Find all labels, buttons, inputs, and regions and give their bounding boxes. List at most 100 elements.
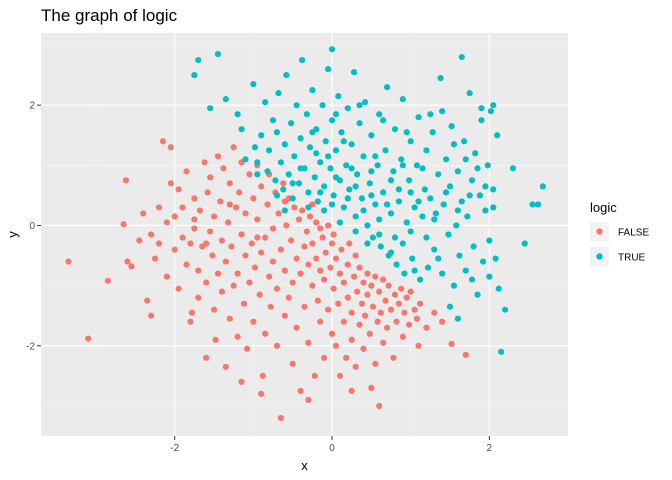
data-point-true	[325, 153, 332, 160]
data-point-true	[273, 129, 281, 136]
y-tick-label: -2	[26, 341, 35, 352]
data-point-true	[411, 267, 418, 274]
data-point-false	[325, 306, 332, 313]
data-point-false	[303, 228, 310, 235]
data-point-false	[346, 240, 353, 247]
data-point-true	[439, 108, 446, 115]
data-point-true	[429, 129, 436, 136]
data-point-true	[454, 207, 461, 214]
data-point-false	[210, 306, 218, 313]
data-point-false	[382, 297, 389, 304]
data-point-false	[238, 231, 245, 238]
data-point-false	[191, 216, 198, 223]
data-point-true	[415, 198, 422, 205]
data-point-false	[155, 204, 163, 211]
data-point-true	[435, 255, 442, 262]
data-point-false	[207, 174, 214, 181]
data-point-false	[264, 201, 271, 208]
data-point-false	[360, 279, 367, 286]
data-point-false	[314, 297, 321, 304]
data-point-false	[350, 273, 358, 280]
data-point-false	[128, 263, 135, 270]
data-point-true	[352, 183, 359, 190]
data-point-false	[338, 246, 345, 253]
data-point-false	[327, 264, 334, 271]
data-point-false	[368, 282, 375, 289]
data-point-true	[321, 207, 328, 214]
data-point-false	[360, 345, 367, 352]
data-point-true	[407, 189, 414, 196]
data-point-true	[427, 195, 434, 202]
data-point-true	[484, 162, 491, 169]
data-point-true	[317, 189, 324, 196]
data-point-true	[450, 141, 458, 148]
data-point-true	[490, 102, 497, 109]
data-point-false	[301, 303, 308, 310]
data-point-false	[313, 219, 320, 226]
data-point-false	[293, 255, 300, 262]
data-point-false	[242, 210, 249, 217]
data-point-true	[462, 267, 469, 274]
data-point-false	[340, 279, 347, 286]
data-point-false	[262, 330, 269, 337]
data-point-true	[368, 132, 375, 139]
data-point-true	[305, 189, 312, 196]
data-point-true	[343, 162, 350, 169]
data-point-true	[281, 207, 288, 214]
data-point-false	[385, 282, 392, 289]
data-point-true	[494, 132, 501, 139]
data-point-false	[415, 342, 422, 349]
legend-marker-true	[596, 253, 603, 260]
data-point-false	[195, 267, 202, 274]
data-point-false	[380, 276, 387, 283]
data-point-false	[283, 222, 290, 229]
y-axis-title: y	[5, 231, 20, 238]
data-point-true	[303, 111, 310, 118]
data-point-true	[364, 222, 371, 229]
data-point-true	[214, 50, 222, 58]
data-point-true	[450, 282, 458, 289]
data-point-false	[332, 342, 340, 349]
data-point-true	[330, 192, 337, 199]
data-point-false	[217, 198, 224, 205]
data-point-false	[267, 303, 274, 310]
data-point-false	[238, 378, 245, 385]
data-point-false	[183, 261, 190, 268]
data-point-true	[407, 228, 414, 235]
data-point-false	[104, 277, 111, 284]
data-point-false	[321, 354, 328, 361]
data-point-true	[338, 129, 345, 136]
data-point-false	[226, 201, 233, 208]
data-point-true	[380, 189, 387, 196]
data-point-false	[226, 180, 233, 187]
data-point-true	[325, 65, 332, 73]
data-point-false	[179, 204, 186, 211]
data-point-false	[159, 138, 167, 145]
data-point-true	[427, 111, 434, 118]
data-point-true	[448, 123, 455, 130]
data-point-false	[140, 210, 147, 217]
data-point-true	[501, 306, 509, 313]
data-point-false	[330, 285, 337, 292]
data-point-true	[403, 219, 410, 226]
data-point-true	[395, 198, 402, 205]
data-point-false	[317, 225, 324, 232]
data-point-false	[343, 354, 350, 361]
data-point-false	[258, 249, 265, 256]
data-point-true	[348, 141, 355, 148]
data-point-true	[277, 159, 284, 166]
data-point-false	[209, 252, 216, 259]
data-point-false	[377, 309, 384, 316]
data-point-false	[188, 309, 196, 316]
data-point-false	[195, 294, 202, 301]
data-point-false	[297, 270, 304, 277]
data-point-false	[256, 291, 263, 298]
data-point-true	[368, 192, 375, 199]
data-point-true	[297, 165, 304, 172]
data-point-false	[269, 225, 277, 232]
data-point-true	[309, 87, 316, 94]
data-point-true	[356, 102, 363, 109]
data-point-true	[348, 165, 355, 172]
data-point-true	[419, 213, 426, 220]
data-point-false	[374, 318, 381, 325]
